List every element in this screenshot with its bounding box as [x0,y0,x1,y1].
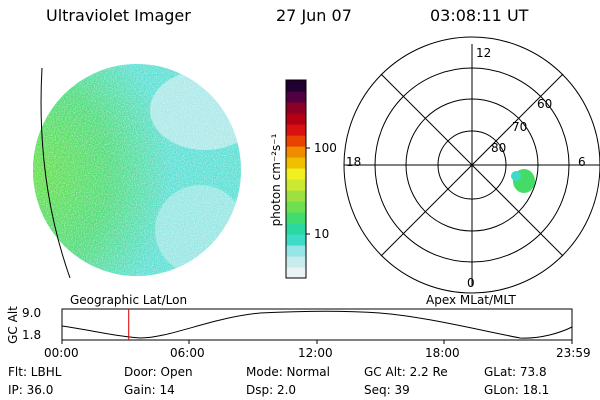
date-label: 27 Jun 07 [276,6,352,25]
gain-info: Gain: 14 [124,383,175,397]
noise-texture [33,64,241,276]
colorbar-segment [286,201,306,213]
orbit-ymax: 9.0 [22,306,42,320]
colorbar-segment [286,80,306,92]
polar-plot [343,36,600,294]
colorbar-segment [286,135,306,147]
colorbar-segment [286,91,306,103]
colorbar-frame [285,79,307,279]
orbit-xtick-1800: 18:00 [425,346,460,360]
gc-alt-info: GC Alt: 2.2 Re [364,365,448,379]
mlt-label-18: 18 [346,155,362,169]
time-label: 03:08:11 UT [430,6,529,25]
mode-info: Mode: Normal [246,365,330,379]
mlt-label-12: 12 [476,46,492,60]
colorbar-segment [286,212,306,224]
colorbar-segment [286,179,306,191]
colorbar-segment [286,234,306,246]
colorbar-label-100: 100 [314,141,337,155]
colorbar-segment [286,157,306,169]
colorbar-segment [286,113,306,125]
aurora-patch-edge [511,171,521,181]
colorbar [285,79,310,279]
mlat-label-70: 70 [512,120,528,134]
glon-info: GLon: 18.1 [484,383,550,397]
orbit-xtick-2359: 23:59 [556,346,591,360]
glat-info: GLat: 73.8 [484,365,547,379]
terminator-line [40,67,71,279]
colorbar-segment [286,102,306,114]
orbit-plot [61,308,573,344]
colorbar-segment [286,267,306,279]
door-info: Door: Open [124,365,193,379]
mlt-label-0: 0 [467,276,475,290]
orbit-xtick-1200: 12:00 [298,346,333,360]
seq-info: Seq: 39 [364,383,410,397]
colorbar-segments [286,80,306,279]
ip-info: IP: 36.0 [8,383,54,397]
altitude-curve [61,310,573,339]
colorbar-segment [286,223,306,235]
dsp-info: Dsp: 2.0 [246,383,297,397]
instrument-title: Ultraviolet Imager [46,6,191,25]
filter-info: Flt: LBHL [8,365,62,379]
colorbar-segment [286,124,306,136]
colorbar-units: photon cm⁻²s⁻¹ [269,133,283,227]
colorbar-segment [286,168,306,180]
mlat-label-80: 80 [491,141,507,155]
colorbar-segment [286,245,306,257]
orbit-ymin: 1.8 [22,328,42,342]
colorbar-segment [286,190,306,202]
orbit-ylabel: GC Alt [6,306,20,344]
mlt-label-6: 6 [578,155,586,169]
earth-image [33,64,241,279]
orbit-xtick-0000: 00:00 [44,346,79,360]
orbit-xtick-0600: 06:00 [170,346,205,360]
geo-coords-label: Geographic Lat/Lon [70,293,188,307]
orbit-frame [61,308,573,341]
colorbar-segment [286,146,306,158]
colorbar-segment [286,256,306,268]
colorbar-label-10: 10 [314,227,330,241]
mlat-label-60: 60 [537,97,553,111]
apex-coords-label: Apex MLat/MLT [426,293,516,307]
polar-diagonal-b [380,73,564,257]
